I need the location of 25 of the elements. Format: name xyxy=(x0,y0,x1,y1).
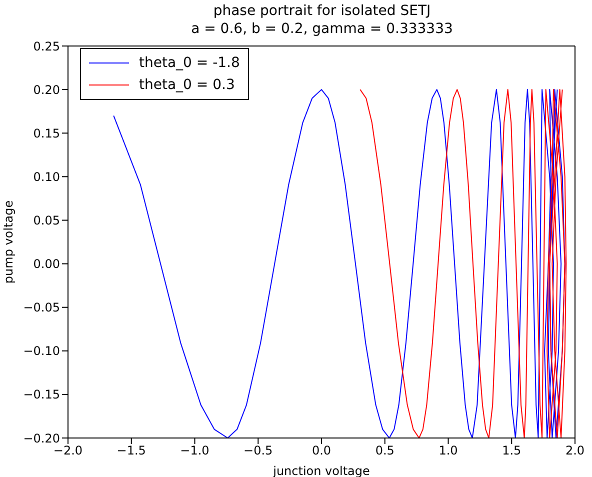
chart-subtitle: a = 0.6, b = 0.2, gamma = 0.333333 xyxy=(190,20,454,38)
x-tick-label: −2.0 xyxy=(53,444,83,458)
y-tick-label: 0.20 xyxy=(33,82,60,97)
x-tick-label: −0.5 xyxy=(244,444,273,458)
y-tick-label: 0.05 xyxy=(33,213,60,228)
y-tick-label: 0.00 xyxy=(33,257,60,272)
y-tick-label: −0.05 xyxy=(23,300,60,315)
y-tick-label: −0.10 xyxy=(23,344,60,358)
line-series xyxy=(360,89,567,438)
x-tick-label: 1.0 xyxy=(438,444,458,458)
x-tick-label: −1.0 xyxy=(180,444,210,458)
legend-label: theta_0 = 0.3 xyxy=(139,77,235,93)
x-tick-label: 1.5 xyxy=(502,444,522,458)
y-tick-label: 0.25 xyxy=(33,39,60,54)
y-tick-label: −0.15 xyxy=(23,388,60,402)
y-tick-label: −0.20 xyxy=(23,431,60,446)
x-tick-label: 0.5 xyxy=(375,444,394,458)
x-tick-label: 0.0 xyxy=(312,444,332,458)
y-tick-label: 0.10 xyxy=(33,170,60,184)
x-tick-label: −1.5 xyxy=(116,444,146,458)
chart-title: phase portrait for isolated SETJ xyxy=(212,2,432,20)
legend-label: theta_0 = -1.8 xyxy=(139,55,240,71)
x-tick-label: 2.0 xyxy=(565,444,585,458)
y-axis-title: pump voltage xyxy=(1,200,16,284)
y-tick-label: 0.15 xyxy=(33,126,60,140)
